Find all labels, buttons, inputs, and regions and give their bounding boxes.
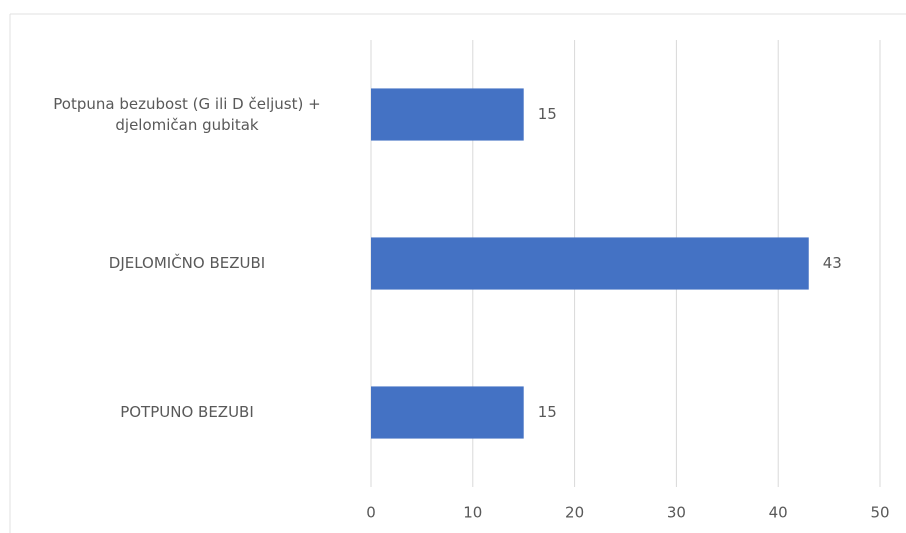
x-tick-label: 10 (463, 504, 482, 522)
x-tick-label: 40 (769, 504, 788, 522)
x-tick-label: 20 (565, 504, 584, 522)
bar (371, 88, 524, 141)
bar (371, 237, 809, 290)
y-tick-label: DJELOMIČNO BEZUBI (108, 254, 266, 272)
data-label: 15 (538, 403, 557, 421)
data-label: 15 (538, 105, 557, 123)
x-tick-label: 0 (366, 504, 376, 522)
x-tick-label: 50 (870, 504, 889, 522)
y-tick-label: POTPUNO BEZUBI (120, 403, 254, 421)
data-label: 43 (823, 254, 842, 272)
y-tick-label: Potpuna bezubost (G ili D čeljust) + dje… (53, 94, 321, 134)
bar (371, 386, 524, 439)
x-tick-label: 30 (667, 504, 686, 522)
